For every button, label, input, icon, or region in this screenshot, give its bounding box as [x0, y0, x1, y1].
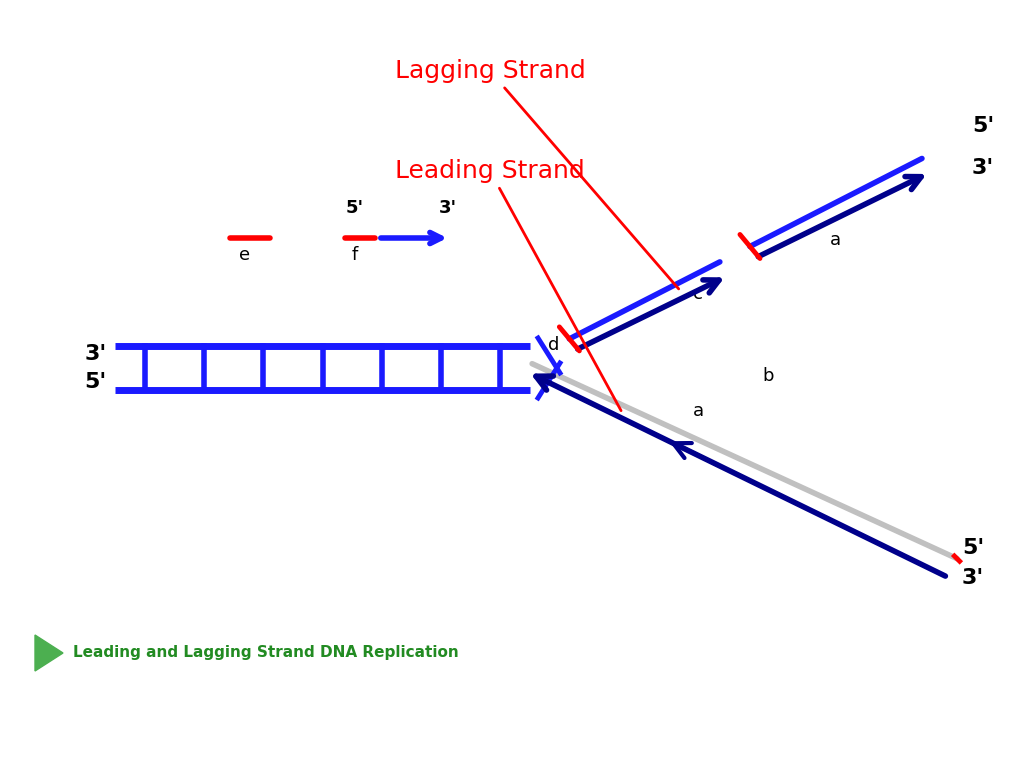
Text: b: b — [763, 366, 774, 385]
Text: e: e — [240, 246, 251, 264]
Text: 3': 3' — [972, 158, 994, 178]
Text: 3': 3' — [85, 344, 106, 364]
Text: f: f — [352, 246, 358, 264]
Text: 5': 5' — [972, 116, 994, 136]
Text: 5': 5' — [85, 372, 106, 392]
Polygon shape — [35, 635, 63, 671]
Text: 5': 5' — [346, 199, 365, 217]
Text: Leading and Lagging Strand DNA Replication: Leading and Lagging Strand DNA Replicati… — [73, 645, 459, 660]
Text: Lagging Strand: Lagging Strand — [394, 59, 679, 289]
Text: a: a — [829, 230, 841, 249]
Text: Leading Strand: Leading Strand — [395, 159, 622, 411]
Text: d: d — [548, 336, 559, 354]
Text: a: a — [693, 402, 705, 419]
Text: 3': 3' — [962, 568, 984, 588]
Text: 3': 3' — [439, 199, 457, 217]
Text: 5': 5' — [962, 538, 984, 558]
Text: c: c — [693, 285, 703, 303]
